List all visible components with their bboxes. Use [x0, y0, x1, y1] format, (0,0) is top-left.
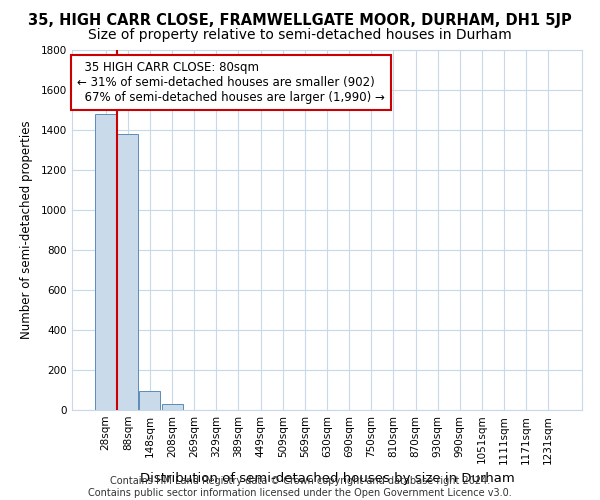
Text: 35, HIGH CARR CLOSE, FRAMWELLGATE MOOR, DURHAM, DH1 5JP: 35, HIGH CARR CLOSE, FRAMWELLGATE MOOR, …	[28, 12, 572, 28]
Text: Contains HM Land Registry data © Crown copyright and database right 2024.
Contai: Contains HM Land Registry data © Crown c…	[88, 476, 512, 498]
Bar	[95, 114, 116, 410]
Bar	[161, 404, 182, 410]
Text: Size of property relative to semi-detached houses in Durham: Size of property relative to semi-detach…	[88, 28, 512, 42]
X-axis label: Distribution of semi-detached houses by size in Durham: Distribution of semi-detached houses by …	[140, 472, 514, 485]
Bar	[118, 134, 139, 410]
Bar	[139, 391, 160, 410]
Text: 35 HIGH CARR CLOSE: 80sqm
← 31% of semi-detached houses are smaller (902)
  67% : 35 HIGH CARR CLOSE: 80sqm ← 31% of semi-…	[77, 61, 385, 104]
Y-axis label: Number of semi-detached properties: Number of semi-detached properties	[20, 120, 32, 340]
